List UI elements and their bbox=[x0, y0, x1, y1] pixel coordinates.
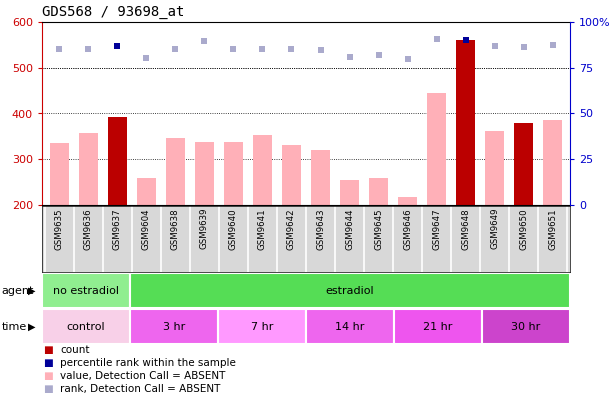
Text: GSM9637: GSM9637 bbox=[113, 208, 122, 249]
Text: ▶: ▶ bbox=[28, 286, 35, 295]
Bar bbox=[130, 273, 570, 308]
Text: GSM9638: GSM9638 bbox=[171, 208, 180, 249]
Text: GSM9650: GSM9650 bbox=[519, 208, 528, 249]
Text: 7 hr: 7 hr bbox=[251, 322, 273, 331]
Bar bbox=[50, 143, 69, 205]
Text: ■: ■ bbox=[43, 384, 53, 394]
Text: no estradiol: no estradiol bbox=[53, 286, 119, 295]
Text: GSM9651: GSM9651 bbox=[548, 208, 557, 249]
Text: GSM9644: GSM9644 bbox=[345, 208, 354, 249]
Text: GSM9635: GSM9635 bbox=[55, 208, 64, 249]
Text: count: count bbox=[60, 345, 89, 355]
Bar bbox=[42, 309, 130, 344]
Text: estradiol: estradiol bbox=[326, 286, 375, 295]
Bar bbox=[253, 135, 272, 205]
Text: ■: ■ bbox=[43, 345, 53, 355]
Bar bbox=[485, 131, 504, 205]
Text: GSM9641: GSM9641 bbox=[258, 208, 267, 249]
Bar bbox=[456, 40, 475, 205]
Text: 3 hr: 3 hr bbox=[163, 322, 185, 331]
Text: GSM9645: GSM9645 bbox=[374, 208, 383, 249]
Bar bbox=[195, 142, 214, 205]
Bar bbox=[130, 309, 218, 344]
Text: GSM9604: GSM9604 bbox=[142, 208, 151, 249]
Text: time: time bbox=[2, 322, 27, 331]
Bar bbox=[394, 309, 482, 344]
Text: ▶: ▶ bbox=[28, 322, 35, 331]
Bar bbox=[42, 273, 130, 308]
Text: control: control bbox=[67, 322, 105, 331]
Text: GDS568 / 93698_at: GDS568 / 93698_at bbox=[42, 5, 185, 19]
Text: GSM9646: GSM9646 bbox=[403, 208, 412, 249]
Text: GSM9636: GSM9636 bbox=[84, 208, 93, 249]
Text: GSM9640: GSM9640 bbox=[229, 208, 238, 249]
Text: agent: agent bbox=[2, 286, 34, 295]
Bar bbox=[166, 138, 185, 205]
Text: value, Detection Call = ABSENT: value, Detection Call = ABSENT bbox=[60, 371, 225, 381]
Bar bbox=[282, 145, 301, 205]
Bar bbox=[543, 120, 562, 205]
Bar bbox=[224, 142, 243, 205]
Text: 30 hr: 30 hr bbox=[511, 322, 541, 331]
Text: GSM9647: GSM9647 bbox=[432, 208, 441, 249]
Bar bbox=[398, 197, 417, 205]
Bar bbox=[218, 309, 306, 344]
Bar bbox=[427, 93, 446, 205]
Text: GSM9642: GSM9642 bbox=[287, 208, 296, 249]
Text: GSM9639: GSM9639 bbox=[200, 208, 209, 249]
Bar bbox=[306, 309, 394, 344]
Text: percentile rank within the sample: percentile rank within the sample bbox=[60, 358, 236, 368]
Text: GSM9648: GSM9648 bbox=[461, 208, 470, 249]
Bar bbox=[108, 117, 127, 205]
Text: ■: ■ bbox=[43, 371, 53, 381]
Bar bbox=[311, 150, 330, 205]
Bar bbox=[482, 309, 570, 344]
Bar bbox=[137, 179, 156, 205]
Text: ■: ■ bbox=[43, 358, 53, 368]
Text: GSM9643: GSM9643 bbox=[316, 208, 325, 249]
Text: 21 hr: 21 hr bbox=[423, 322, 453, 331]
Bar bbox=[369, 177, 388, 205]
Bar bbox=[79, 133, 98, 205]
Bar bbox=[514, 123, 533, 205]
Bar bbox=[340, 180, 359, 205]
Text: GSM9649: GSM9649 bbox=[490, 208, 499, 249]
Text: 14 hr: 14 hr bbox=[335, 322, 365, 331]
Text: rank, Detection Call = ABSENT: rank, Detection Call = ABSENT bbox=[60, 384, 220, 394]
